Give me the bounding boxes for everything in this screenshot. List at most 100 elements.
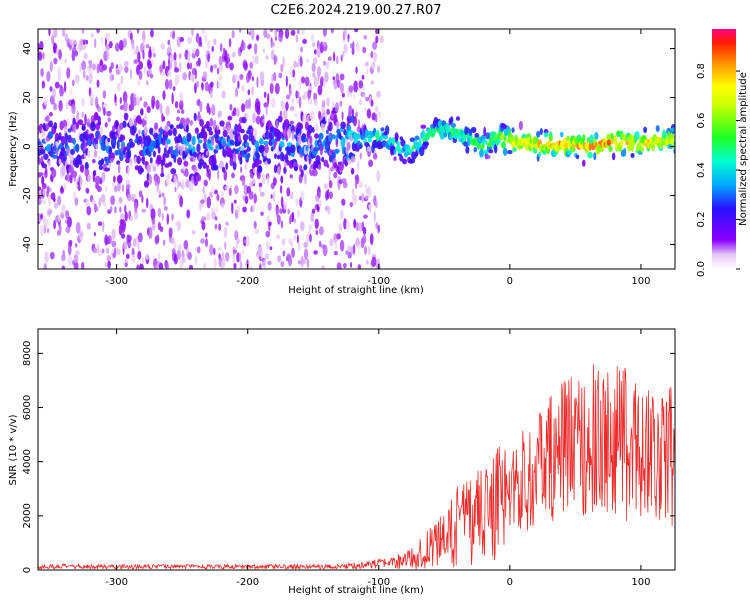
spectrogram-cell bbox=[61, 29, 66, 37]
spectrogram-cell bbox=[521, 133, 527, 140]
spectrogram-cell bbox=[69, 174, 73, 184]
spectrogram-cell bbox=[275, 234, 281, 240]
spectrogram-cell bbox=[331, 134, 337, 140]
spectrogram-cell bbox=[251, 85, 254, 96]
spectrogram-cell bbox=[330, 29, 334, 34]
spectrogram-cell bbox=[291, 130, 295, 141]
spectrogram-cell bbox=[358, 144, 363, 150]
spectrogram-cell bbox=[172, 127, 177, 137]
spectrogram-cell bbox=[46, 228, 50, 234]
spectrogram-cell bbox=[177, 109, 181, 114]
spectrogram-cell bbox=[167, 161, 173, 167]
spectrogram-cell bbox=[122, 38, 127, 48]
spectrogram-cell bbox=[630, 152, 635, 159]
spectrogram-cell bbox=[334, 102, 340, 113]
spectrogram-cell bbox=[255, 115, 261, 125]
spectrogram-cell bbox=[223, 47, 226, 53]
spectrogram-cell bbox=[204, 81, 209, 92]
spectrogram-cell bbox=[41, 175, 45, 186]
spectrogram-cell bbox=[106, 255, 112, 262]
spectrogram-cell bbox=[270, 49, 275, 61]
spectrogram-cell bbox=[125, 253, 130, 259]
spectrogram-cell bbox=[185, 123, 189, 133]
spectrogram-cell bbox=[655, 125, 660, 132]
spectrogram-cell bbox=[279, 208, 283, 214]
spectrogram-cell bbox=[176, 219, 182, 232]
spectrogram-cell bbox=[38, 198, 42, 204]
x-tick-label: 0 bbox=[507, 276, 513, 287]
spectrogram-cell bbox=[120, 134, 126, 141]
spectrogram-cell bbox=[347, 124, 352, 132]
spectrogram-cell bbox=[70, 148, 76, 155]
spectrogram-cell bbox=[123, 112, 129, 121]
spectrogram-cell bbox=[204, 32, 207, 43]
spectrogram-cell bbox=[273, 72, 277, 82]
spectrogram-cell bbox=[174, 100, 179, 109]
spectrogram-cell bbox=[101, 248, 105, 254]
spectrogram-cell bbox=[298, 122, 303, 131]
spectrogram-cell bbox=[287, 208, 290, 215]
spectrogram-cell bbox=[285, 75, 288, 87]
spectrogram-cell bbox=[94, 175, 101, 185]
spectrogram-cell bbox=[133, 237, 137, 247]
spectrogram-cell bbox=[170, 237, 175, 245]
spectrogram-cell bbox=[96, 185, 102, 193]
spectrogram-cell bbox=[227, 53, 230, 64]
spectrogram-cell bbox=[340, 54, 343, 62]
spectrogram-cell bbox=[127, 149, 132, 160]
spectrogram-cell bbox=[581, 159, 586, 167]
spectrogram-cell bbox=[380, 127, 385, 132]
spectrogram-cell bbox=[162, 116, 166, 122]
spectrogram-cell bbox=[141, 118, 145, 128]
spectrogram-cell bbox=[57, 214, 61, 223]
spectrogram-cell bbox=[183, 239, 189, 250]
spectrogram-cell bbox=[302, 38, 307, 45]
spectrogram-cell bbox=[75, 74, 80, 84]
spectrogram-cell bbox=[137, 119, 144, 125]
spectrogram-cell bbox=[312, 42, 316, 48]
spectrogram-cell bbox=[131, 247, 135, 258]
spectrogram-cell bbox=[323, 60, 326, 66]
spectrogram-cell bbox=[129, 32, 133, 41]
spectrogram-cell bbox=[140, 108, 144, 116]
spectrogram-cell bbox=[265, 106, 268, 116]
spectrogram-cell bbox=[201, 29, 206, 35]
spectrogram-cell bbox=[150, 208, 156, 220]
spectrogram-cell bbox=[124, 262, 128, 268]
spectrogram-cell bbox=[298, 96, 302, 109]
spectrogram-cell bbox=[57, 71, 61, 83]
spectrogram-cell bbox=[73, 253, 79, 264]
spectrogram-cell bbox=[231, 29, 235, 39]
spectrogram-cell bbox=[53, 103, 58, 111]
spectrogram-cell bbox=[160, 42, 166, 50]
spectrogram-cell bbox=[242, 206, 247, 213]
spectrogram-cell bbox=[350, 155, 356, 163]
spectrogram-cell bbox=[372, 41, 378, 50]
spectrogram-cell bbox=[273, 55, 278, 64]
spectrogram-cell bbox=[366, 108, 372, 119]
spectrogram-cell bbox=[651, 144, 655, 152]
spectrogram-cell bbox=[319, 76, 324, 87]
spectrogram-cell bbox=[189, 264, 194, 269]
spectrogram-cell bbox=[145, 43, 150, 49]
spectrogram-cell bbox=[178, 181, 182, 187]
spectrogram-cell bbox=[132, 126, 136, 137]
spectrogram-cell bbox=[58, 99, 63, 112]
spectrogram-cell bbox=[108, 146, 113, 154]
spectrogram-cell bbox=[221, 258, 226, 268]
spectrogram-cell bbox=[81, 111, 84, 119]
spectrogram-cell bbox=[92, 247, 98, 254]
spectrogram-cell bbox=[65, 226, 71, 234]
spectrogram-cell bbox=[146, 80, 149, 86]
spectrogram-cell bbox=[63, 80, 67, 93]
spectrogram-cell bbox=[81, 60, 86, 71]
spectrogram-cell bbox=[311, 126, 315, 133]
spectrogram-cell bbox=[94, 137, 99, 147]
spectrogram-cell bbox=[47, 131, 54, 139]
spectrogram-cell bbox=[237, 80, 240, 89]
spectrogram-cell bbox=[362, 84, 365, 91]
spectrogram-cell bbox=[326, 108, 330, 115]
spectrogram-cell bbox=[107, 117, 111, 123]
spectrogram-cell bbox=[269, 29, 274, 32]
